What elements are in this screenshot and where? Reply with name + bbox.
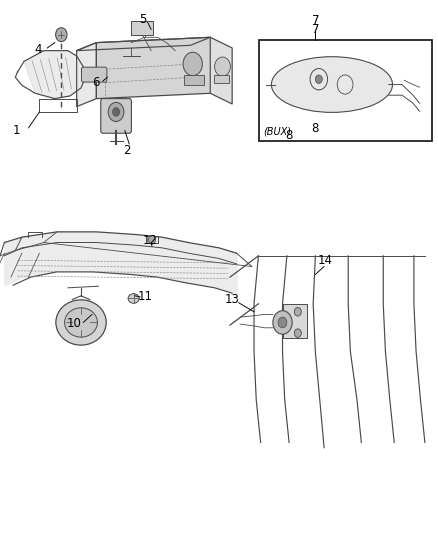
Polygon shape — [96, 37, 210, 99]
Text: 1: 1 — [13, 124, 21, 137]
Text: 11: 11 — [138, 290, 153, 303]
Circle shape — [215, 57, 230, 76]
Text: 7: 7 — [311, 23, 319, 36]
Text: 8: 8 — [311, 122, 318, 135]
Text: 12: 12 — [142, 235, 157, 247]
Ellipse shape — [56, 300, 106, 345]
Text: (BUX): (BUX) — [263, 127, 291, 137]
Bar — [184, 75, 204, 85]
Circle shape — [273, 311, 292, 334]
Polygon shape — [77, 37, 210, 51]
Text: 5: 5 — [139, 13, 146, 26]
Circle shape — [294, 308, 301, 316]
Ellipse shape — [65, 308, 97, 337]
Circle shape — [294, 329, 301, 337]
FancyBboxPatch shape — [81, 67, 107, 82]
Circle shape — [113, 108, 120, 116]
Bar — [131, 21, 153, 35]
Text: 6: 6 — [92, 76, 99, 89]
Circle shape — [108, 102, 124, 122]
Text: 10: 10 — [67, 317, 82, 330]
Circle shape — [183, 52, 202, 76]
Polygon shape — [24, 51, 81, 99]
Circle shape — [148, 236, 155, 244]
FancyBboxPatch shape — [101, 99, 131, 133]
Text: 2: 2 — [123, 144, 131, 157]
Ellipse shape — [272, 56, 392, 112]
Text: 7: 7 — [311, 14, 319, 27]
Bar — [259, 40, 432, 141]
Circle shape — [278, 317, 287, 328]
Circle shape — [315, 75, 322, 84]
Text: 13: 13 — [225, 293, 240, 306]
Ellipse shape — [128, 294, 139, 303]
Text: 14: 14 — [318, 254, 332, 266]
Text: 4: 4 — [35, 43, 42, 55]
Circle shape — [56, 28, 67, 42]
Bar — [283, 304, 307, 338]
Polygon shape — [210, 37, 232, 104]
Text: 8: 8 — [286, 130, 293, 142]
Polygon shape — [77, 43, 96, 107]
Bar — [214, 75, 229, 83]
